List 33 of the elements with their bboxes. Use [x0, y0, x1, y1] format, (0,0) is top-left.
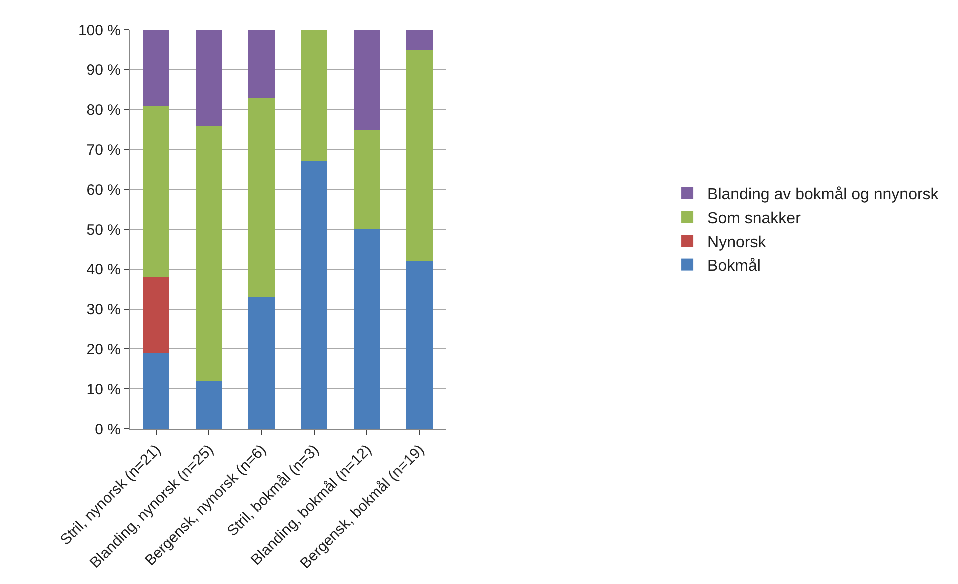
- y-tick-label: 30 %: [86, 302, 121, 319]
- bar: [248, 98, 275, 298]
- y-tick-label: 70 %: [86, 142, 121, 159]
- y-tick-label: 20 %: [86, 341, 121, 358]
- bar: [301, 162, 328, 429]
- y-tick-label: 0 %: [95, 421, 121, 438]
- bar: [248, 30, 275, 98]
- y-tick-label: 90 %: [86, 62, 121, 80]
- bar: [143, 30, 170, 106]
- bar: [196, 381, 222, 429]
- legend-label: Nynorsk: [708, 234, 768, 252]
- y-tick-label: 10 %: [86, 381, 121, 398]
- bar: [406, 50, 434, 262]
- bar: [196, 30, 222, 126]
- y-tick-label: 60 %: [86, 182, 121, 199]
- bar: [301, 30, 328, 162]
- legend-label: Blanding av bokmål og nnynorsk: [708, 186, 940, 204]
- legend-label: Som snakker: [708, 210, 802, 228]
- y-tick-label: 80 %: [86, 102, 121, 120]
- bar: [406, 30, 434, 50]
- bar: [354, 230, 380, 429]
- bar: [143, 106, 170, 278]
- bar: [143, 277, 170, 354]
- bar: [354, 130, 380, 230]
- bar: [354, 30, 380, 130]
- bar: [406, 261, 434, 429]
- y-tick-label: 50 %: [86, 222, 121, 239]
- y-tick-label: 40 %: [86, 262, 121, 279]
- bar: [248, 297, 275, 429]
- legend-label: Bokmål: [708, 258, 761, 276]
- bar: [196, 126, 222, 382]
- y-tick-label: 100 %: [78, 22, 121, 40]
- bar: [143, 353, 170, 429]
